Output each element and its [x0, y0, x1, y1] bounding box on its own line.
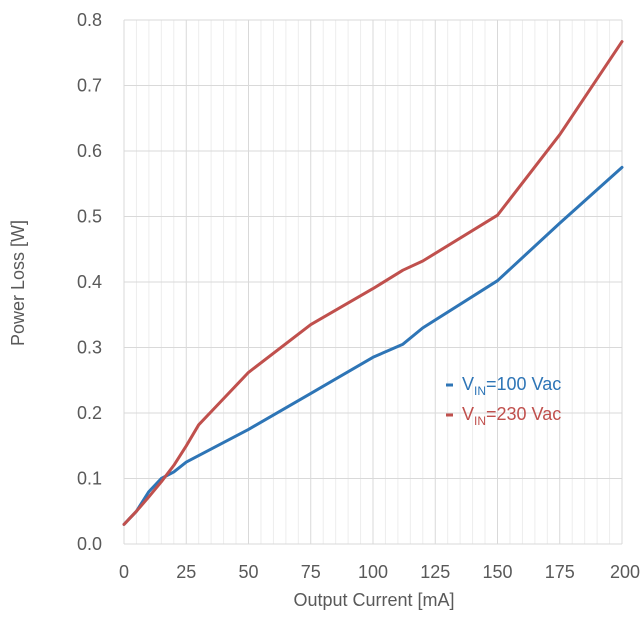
legend-label-2: VIN=230 Vac: [462, 404, 561, 428]
y-tick-label: 0.4: [77, 272, 102, 292]
y-tick-label: 0.1: [77, 469, 102, 489]
y-tick-label: 0.0: [77, 534, 102, 554]
series-line-2: [122, 40, 624, 526]
y-tick-label: 0.7: [77, 76, 102, 96]
major-gridlines: [123, 19, 623, 545]
x-tick-label: 100: [358, 562, 388, 582]
y-tick-label: 0.3: [77, 338, 102, 358]
y-tick-labels: 0.0 0.1 0.2 0.3 0.4 0.5 0.6 0.7 0.8: [77, 10, 102, 554]
legend-label-1: VIN=100 Vac: [462, 374, 561, 398]
x-tick-label: 0: [119, 562, 129, 582]
x-tick-label: 175: [545, 562, 575, 582]
y-tick-label: 0.5: [77, 207, 102, 227]
series-line-1: [122, 165, 624, 526]
y-tick-label: 0.2: [77, 403, 102, 423]
x-tick-label: 75: [301, 562, 321, 582]
y-tick-label: 0.6: [77, 141, 102, 161]
x-tick-label: 150: [482, 562, 512, 582]
series-lines: [122, 40, 624, 526]
legend: VIN=100 Vac VIN=230 Vac: [446, 374, 561, 428]
x-tick-label: 50: [238, 562, 258, 582]
y-tick-label: 0.8: [77, 10, 102, 30]
x-tick-label: 25: [176, 562, 196, 582]
y-axis-title: Power Loss [W]: [8, 220, 28, 346]
x-axis-title: Output Current [mA]: [293, 590, 454, 610]
x-tick-label: 125: [420, 562, 450, 582]
x-tick-labels: 0 25 50 75 100 125 150 175 200: [119, 562, 640, 582]
x-tick-label: 200: [610, 562, 640, 582]
